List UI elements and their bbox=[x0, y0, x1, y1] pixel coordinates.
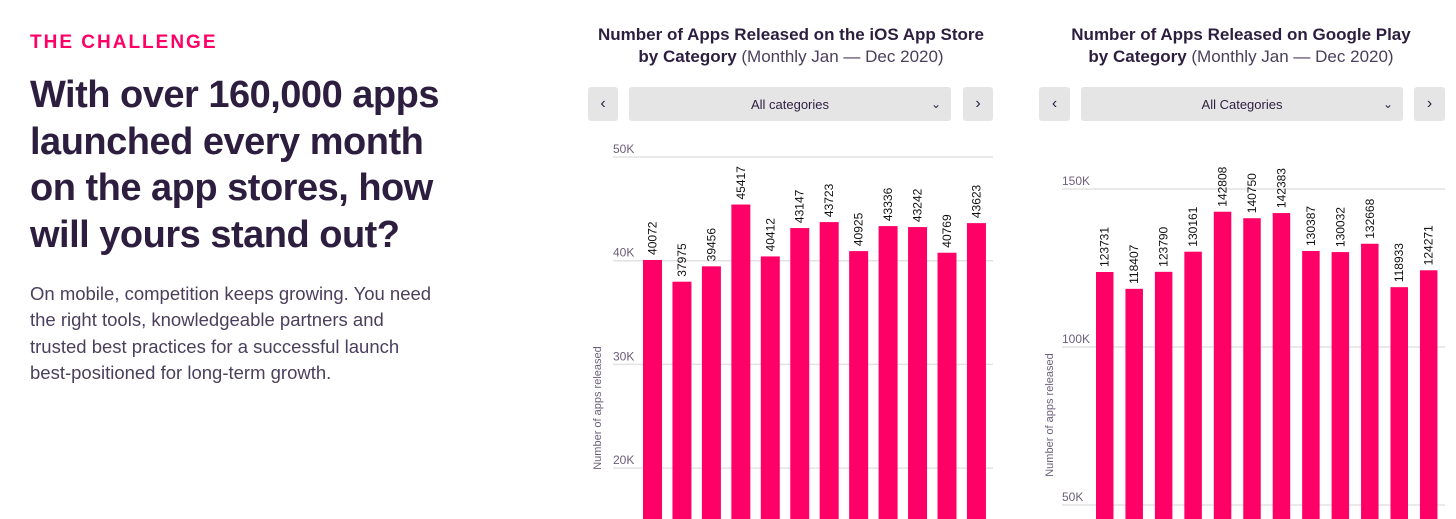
data-label: 43623 bbox=[969, 184, 983, 218]
data-label: 43242 bbox=[911, 188, 925, 222]
bar-aug bbox=[1302, 250, 1320, 519]
bar-jun bbox=[1243, 218, 1261, 519]
section-eyebrow: THE CHALLENGE bbox=[30, 32, 218, 53]
y-tick-label: 50K bbox=[613, 142, 634, 156]
bar-apr bbox=[1184, 251, 1202, 519]
y-axis-label: Number of apps released bbox=[592, 346, 604, 470]
bar-apr bbox=[731, 204, 751, 519]
data-label: 142383 bbox=[1274, 168, 1288, 208]
bar-feb bbox=[1125, 288, 1143, 519]
bar-dec bbox=[1419, 270, 1438, 519]
ios-next-button[interactable]: › bbox=[963, 87, 993, 121]
data-label: 132668 bbox=[1363, 198, 1377, 238]
y-tick-label: 40K bbox=[613, 246, 634, 260]
y-tick-label: 150K bbox=[1062, 174, 1090, 188]
bar-may bbox=[760, 256, 780, 519]
data-label: 45417 bbox=[734, 166, 748, 200]
title-line: Number of Apps Released on the iOS App S… bbox=[597, 25, 984, 44]
ios-chart-title: Number of Apps Released on the iOS App S… bbox=[571, 24, 1011, 68]
data-label: 123731 bbox=[1098, 227, 1112, 267]
y-axis-label: Number of apps released bbox=[1044, 353, 1056, 477]
data-label: 39456 bbox=[704, 228, 718, 262]
title-line: Number of Apps Released on Google Play bbox=[1071, 25, 1411, 44]
data-label: 37975 bbox=[675, 243, 689, 277]
bar-nov bbox=[1390, 287, 1408, 519]
chevron-down-icon: ⌄ bbox=[1382, 97, 1393, 111]
data-label: 40072 bbox=[646, 221, 660, 255]
data-label: 130032 bbox=[1333, 207, 1347, 247]
bar-jul bbox=[1272, 213, 1291, 519]
data-label: 130161 bbox=[1186, 206, 1200, 246]
data-label: 118407 bbox=[1127, 244, 1141, 283]
bar-mar bbox=[701, 266, 721, 519]
gplay-category-dropdown[interactable]: All Categories ⌄ bbox=[1081, 87, 1403, 121]
bar-oct bbox=[1361, 243, 1379, 519]
title-bold: by Category bbox=[638, 47, 737, 66]
bar-jan bbox=[643, 259, 662, 519]
y-tick-label: 30K bbox=[613, 349, 634, 363]
bar-jan bbox=[1096, 272, 1114, 519]
data-label: 124271 bbox=[1422, 225, 1436, 265]
title-sub: (Monthly Jan — Dec 2020) bbox=[1191, 47, 1394, 66]
data-label: 43147 bbox=[793, 189, 807, 223]
y-tick-label: 20K bbox=[613, 453, 634, 467]
bar-jul bbox=[819, 222, 839, 519]
title-bold: by Category bbox=[1088, 47, 1187, 66]
title-sub: (Monthly Jan — Dec 2020) bbox=[741, 47, 944, 66]
intro-paragraph: On mobile, competition keeps growing. Yo… bbox=[30, 283, 432, 383]
gplay-prev-button[interactable]: ‹ bbox=[1039, 87, 1070, 121]
data-label: 140750 bbox=[1245, 173, 1259, 213]
data-label: 123790 bbox=[1157, 226, 1171, 266]
data-label: 142808 bbox=[1216, 166, 1230, 206]
bar-mar bbox=[1154, 271, 1173, 519]
ios-category-dropdown[interactable]: All categories ⌄ bbox=[629, 87, 951, 121]
headline: With over 160,000 apps launched every mo… bbox=[30, 74, 439, 256]
data-label: 130387 bbox=[1304, 206, 1318, 246]
data-label: 40925 bbox=[852, 212, 866, 246]
data-label: 118933 bbox=[1392, 243, 1406, 282]
y-tick-label: 100K bbox=[1062, 332, 1090, 346]
bar-oct bbox=[908, 227, 928, 519]
dropdown-value: All Categories bbox=[1201, 96, 1283, 112]
bar-sep bbox=[878, 226, 898, 519]
data-label: 40412 bbox=[763, 218, 777, 252]
y-tick-label: 50K bbox=[1062, 490, 1083, 504]
bar-aug bbox=[849, 251, 869, 519]
bar-sep bbox=[1331, 252, 1350, 519]
ios-prev-button[interactable]: ‹ bbox=[588, 87, 618, 121]
data-label: 40769 bbox=[940, 214, 954, 248]
bar-nov bbox=[937, 252, 957, 519]
bar-feb bbox=[672, 281, 692, 519]
bar-may bbox=[1213, 211, 1232, 519]
dropdown-value: All categories bbox=[750, 96, 830, 112]
bar-jun bbox=[790, 228, 810, 519]
gplay-next-button[interactable]: › bbox=[1414, 87, 1445, 121]
chevron-down-icon: ⌄ bbox=[930, 97, 941, 111]
gplay-chart-title: Number of Apps Released on Google Play b… bbox=[1021, 24, 1456, 68]
data-label: 43723 bbox=[822, 183, 836, 217]
data-label: 43336 bbox=[881, 187, 895, 221]
bar-dec bbox=[966, 223, 986, 519]
